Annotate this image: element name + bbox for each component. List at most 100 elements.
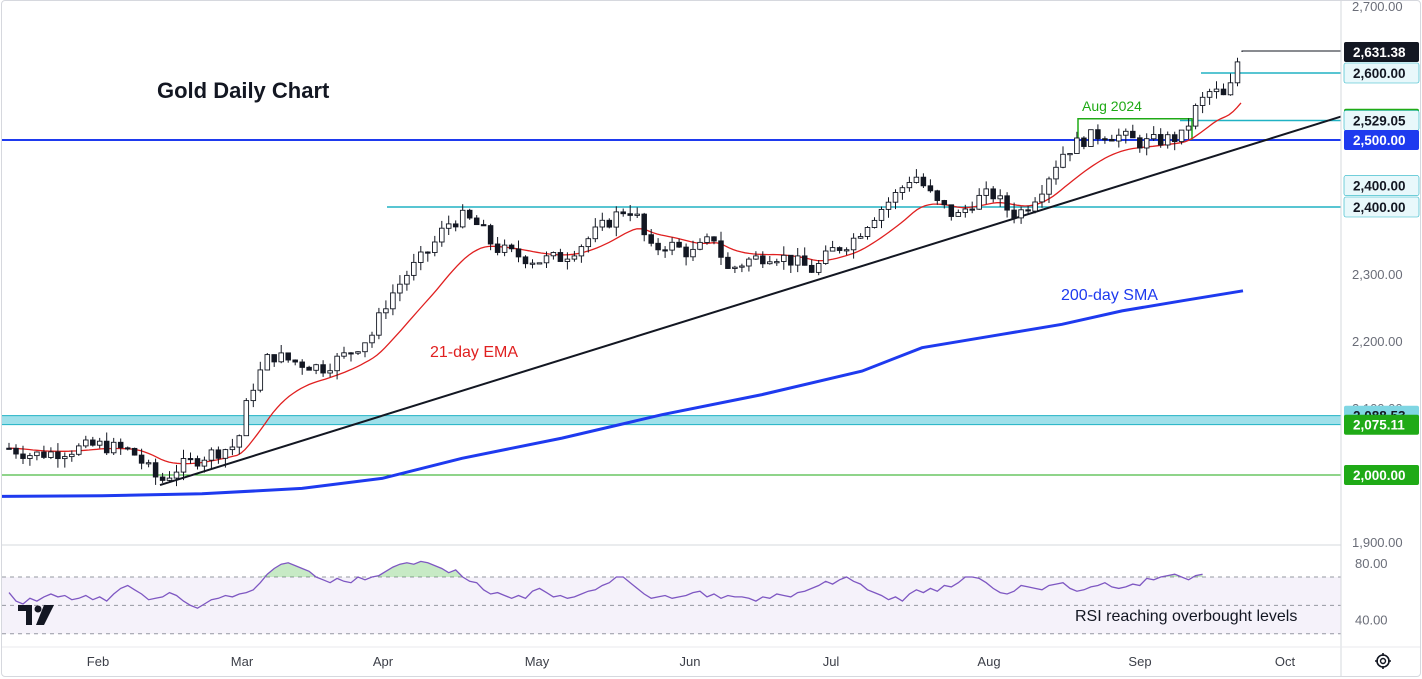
candle-body[interactable] (355, 351, 361, 354)
candle-body[interactable] (1213, 88, 1220, 93)
candle-body[interactable] (494, 243, 501, 253)
candle-body[interactable] (822, 250, 829, 264)
candle-body[interactable] (1171, 134, 1178, 143)
candle-body[interactable] (1102, 138, 1108, 141)
candle-body[interactable] (1150, 134, 1157, 140)
price-label-tag[interactable] (1344, 42, 1419, 62)
candle-body[interactable] (962, 208, 969, 213)
candle-body[interactable] (285, 352, 291, 361)
candle-body[interactable] (34, 451, 40, 457)
candle-body[interactable] (1109, 138, 1115, 142)
candle-body[interactable] (648, 234, 654, 244)
candle-body[interactable] (1220, 88, 1227, 96)
candle-body[interactable] (222, 449, 229, 459)
candle-body[interactable] (201, 459, 208, 467)
candle-body[interactable] (934, 190, 941, 201)
candle-body[interactable] (913, 176, 920, 183)
candle-body[interactable] (383, 308, 389, 314)
candle-body[interactable] (781, 254, 787, 262)
candle-body[interactable] (697, 241, 703, 250)
candle-body[interactable] (166, 477, 173, 481)
candle-body[interactable] (585, 238, 592, 248)
candle-body[interactable] (808, 264, 815, 273)
candle-body[interactable] (236, 435, 243, 448)
candle-body[interactable] (69, 453, 75, 458)
candle-body[interactable] (634, 213, 640, 216)
candle-body[interactable] (1025, 209, 1031, 212)
candle-body[interactable] (425, 251, 431, 254)
candle-body[interactable] (794, 255, 801, 266)
candle-body[interactable] (550, 252, 557, 257)
candle-body[interactable] (173, 471, 180, 479)
candle-body[interactable] (48, 451, 54, 458)
candle-body[interactable] (250, 389, 257, 402)
candle-body[interactable] (997, 195, 1003, 200)
candle-body[interactable] (606, 219, 613, 228)
candle-body[interactable] (1095, 129, 1101, 140)
candle-body[interactable] (878, 208, 885, 221)
candle-body[interactable] (376, 312, 382, 336)
candle-body[interactable] (983, 188, 989, 196)
candle-body[interactable] (145, 462, 152, 465)
candle-body[interactable] (564, 258, 571, 262)
candle-body[interactable] (1157, 134, 1164, 146)
candle-body[interactable] (941, 200, 948, 206)
candle-body[interactable] (13, 447, 19, 455)
candle-body[interactable] (257, 369, 264, 391)
tradingview-logo[interactable] (18, 605, 54, 625)
candle-body[interactable] (404, 274, 410, 285)
candle-body[interactable] (529, 262, 536, 265)
candle-body[interactable] (1046, 178, 1052, 195)
candle-body[interactable] (418, 251, 424, 263)
candle-body[interactable] (327, 370, 333, 374)
candle-body[interactable] (1074, 137, 1080, 154)
candle-body[interactable] (1130, 130, 1136, 139)
candle-body[interactable] (1004, 195, 1010, 211)
candle-body[interactable] (857, 236, 864, 239)
price-label-tag[interactable] (1343, 62, 1420, 84)
candle-body[interactable] (662, 249, 668, 252)
candle-body[interactable] (543, 255, 550, 264)
candle-body[interactable] (767, 261, 773, 265)
candle-body[interactable] (815, 263, 822, 273)
candle-body[interactable] (850, 237, 857, 251)
candle-body[interactable] (452, 223, 459, 228)
candle-body[interactable] (1088, 129, 1094, 147)
candle-body[interactable] (655, 242, 661, 251)
price-label-tag[interactable] (1344, 465, 1419, 485)
candle-body[interactable] (292, 359, 298, 363)
candle-body[interactable] (578, 246, 585, 257)
candle-body[interactable] (96, 440, 103, 446)
candle-body[interactable] (976, 194, 982, 210)
candle-body[interactable] (1192, 105, 1199, 127)
candle-body[interactable] (690, 248, 696, 258)
candle-body[interactable] (369, 334, 375, 344)
candle-body[interactable] (1178, 129, 1185, 143)
candle-body[interactable] (676, 241, 682, 248)
candle-body[interactable] (969, 208, 975, 211)
candle-body[interactable] (1234, 61, 1241, 84)
candle-body[interactable] (83, 439, 89, 447)
candle-body[interactable] (1164, 134, 1171, 146)
candle-body[interactable] (571, 255, 578, 260)
candle-body[interactable] (390, 292, 396, 310)
candle-body[interactable] (264, 354, 271, 371)
candle-body[interactable] (955, 212, 962, 217)
candle-body[interactable] (774, 261, 780, 264)
candle-body[interactable] (1060, 153, 1066, 168)
candle-body[interactable] (41, 451, 47, 458)
candle-body[interactable] (124, 447, 131, 450)
price-label-tag[interactable] (1343, 175, 1420, 196)
candle-body[interactable] (508, 244, 515, 250)
candle-body[interactable] (138, 454, 145, 464)
candle-body[interactable] (117, 441, 124, 449)
candle-body[interactable] (432, 241, 438, 253)
candle-body[interactable] (348, 352, 354, 355)
candle-body[interactable] (439, 227, 445, 243)
candle-body[interactable] (829, 247, 836, 252)
candle-body[interactable] (6, 447, 12, 450)
price-label-tag[interactable] (1343, 196, 1420, 218)
candle-body[interactable] (466, 209, 473, 219)
candle-body[interactable] (243, 400, 250, 437)
candle-body[interactable] (627, 213, 633, 216)
